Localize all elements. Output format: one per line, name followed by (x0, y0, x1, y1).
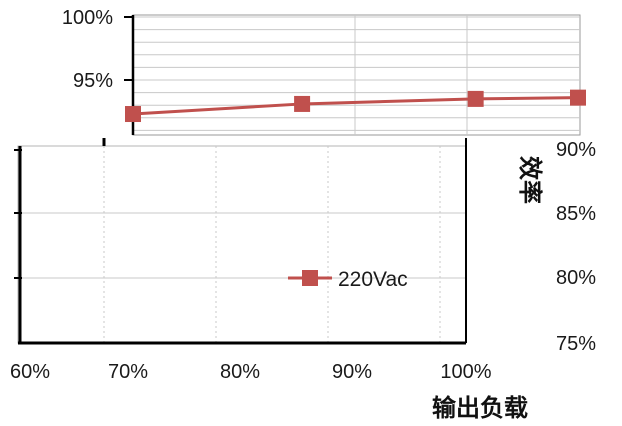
upper-plot-area (132, 14, 581, 136)
x-tick-label-3: 90% (332, 361, 372, 383)
lower-right-y-tick-labels: 90% 85% 80% 75% (556, 139, 596, 355)
upper-y-tick-label-95: 95% (73, 70, 113, 92)
upper-gridlines (133, 15, 580, 135)
upper-plot: 100% 95% (62, 7, 586, 136)
legend-marker (302, 270, 318, 286)
right-y-tick-label-3: 75% (556, 333, 596, 355)
y-axis-title: 效率 (516, 156, 544, 204)
right-y-tick-label-1: 85% (556, 203, 596, 225)
x-tick-label-4: 100% (440, 361, 491, 383)
lower-plot-area (17, 145, 467, 344)
x-tick-label-0: 60% (10, 361, 50, 383)
legend-label-220vac: 220Vac (338, 268, 408, 291)
x-tick-label-2: 80% (220, 361, 260, 383)
lower-plot: 60% 70% 80% 90% 100% 90%85%80%75% 220Vac 效率 … (10, 138, 596, 422)
lower-x-tick-labels: 60% 70% 80% 90% 100% (10, 361, 492, 383)
right-y-tick-label-0: 90% (556, 139, 596, 161)
series-220vac-point-2 (467, 90, 484, 107)
series-220vac-point-1 (294, 95, 311, 112)
x-axis-title: 输出负载 (432, 394, 528, 422)
series-220vac-line (132, 96, 579, 116)
x-tick-label-1: 70% (108, 361, 148, 383)
series-220vac-point-0 (125, 106, 141, 123)
right-y-tick-label-2: 80% (556, 267, 596, 289)
upper-y-tick-label-100: 100% (62, 7, 113, 29)
series-220vac-point-3 (570, 89, 586, 106)
lower-gridlines (20, 146, 466, 343)
series-220vac (125, 89, 586, 123)
legend: 220Vac (288, 268, 408, 291)
